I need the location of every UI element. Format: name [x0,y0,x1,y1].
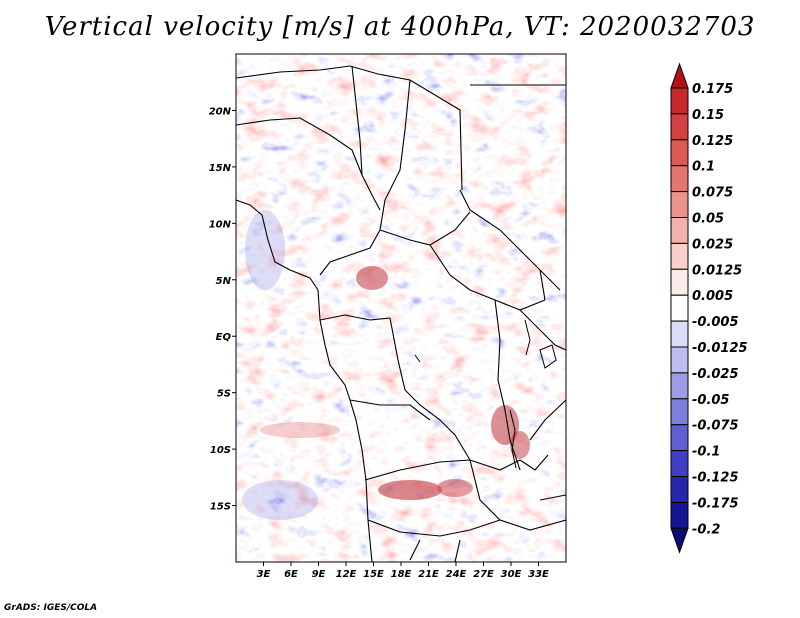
lon-tick-label: 15E [363,569,384,580]
colorbar-swatch [670,450,689,478]
lat-tick-label: EQ [216,332,232,343]
country-borders [236,65,566,562]
lon-tick-label: 9E [312,569,326,580]
colorbar-swatch [670,217,689,244]
colorbar-swatch [670,346,689,374]
lat-tick-label: 5S [217,389,231,400]
lon-tick-label: 12E [336,569,357,580]
colorbar-level-label: 0.175 [692,82,733,97]
lon-tick-label: 30E [501,569,522,580]
colorbar-swatch [670,294,689,322]
colorbar-swatch [670,320,689,348]
colorbar-level-label: -0.2 [692,522,720,537]
lon-tick-label: 27E [473,569,494,580]
strong-convection-cells [242,210,530,520]
colorbar-level-label: -0.1 [692,445,720,460]
lakes [414,319,557,469]
colorbar-swatch [670,268,689,296]
lat-tick-label: 10N [209,219,232,230]
longitude-axis: 3E 6E 9E 12E 15E 18E 21E 24E 27E 30E 33E [257,562,549,580]
colorbar-swatch [670,242,689,270]
colorbar-swatch [670,398,689,426]
lon-tick-label: 6E [284,569,298,580]
colorbar-level-label: -0.025 [692,367,739,382]
colorbar-swatch [670,139,689,167]
lat-tick-label: 10S [210,445,231,456]
lat-tick-label: 20N [209,106,232,117]
colorbar-level-label: 0.1 [692,160,715,175]
colorbar-swatch [670,476,689,503]
colorbar-swatch [670,372,689,400]
vertical-velocity-field [236,54,566,562]
colorbar-swatch [670,424,689,452]
colorbar-arrow-bottom [670,527,689,554]
map-plot-area [236,54,566,562]
colorbar-level-label: 0.075 [692,186,733,201]
colorbar-level-label: -0.075 [692,419,739,434]
colorbar-level-label: -0.125 [692,471,739,486]
colorbar-swatch [670,191,689,219]
colorbar-level-label: -0.175 [692,496,739,511]
lon-tick-label: 21E [418,569,439,580]
map-title: Vertical velocity [m/s] at 400hPa, VT: 2… [44,12,756,42]
colorbar-level-label: 0.025 [692,237,733,252]
colorbar-level-label: -0.0125 [692,341,748,356]
colorbar-swatch [670,501,689,529]
colorbar-level-label: -0.05 [692,393,729,408]
colorbar-level-label: 0.0125 [692,263,742,278]
lon-tick-label: 33E [528,569,549,580]
colorbar-level-label: 0.125 [692,134,733,149]
lon-tick-label: 18E [391,569,412,580]
latitude-axis: 20N 15N 10N 5N EQ 5S 10S 15S [209,106,236,513]
colorbar: 0.175 0.15 0.125 0.1 0.075 0.05 0.025 0.0125 0.0… [670,62,748,554]
colorbar-level-label: -0.005 [692,315,739,330]
colorbar-level-label: 0.05 [692,212,724,227]
grads-credit: GrADS: IGES/COLA [4,603,98,613]
lon-tick-label: 24E [446,569,467,580]
lat-tick-label: 15S [210,502,231,513]
colorbar-arrow-top [670,62,689,89]
lat-tick-label: 5N [216,276,232,287]
colorbar-swatch [670,165,689,193]
lat-tick-label: 15N [209,163,232,174]
colorbar-swatch [670,113,689,141]
colorbar-level-label: 0.15 [692,108,724,123]
colorbar-swatch [670,87,689,115]
lon-tick-label: 3E [257,569,271,580]
colorbar-level-label: 0.005 [692,289,733,304]
